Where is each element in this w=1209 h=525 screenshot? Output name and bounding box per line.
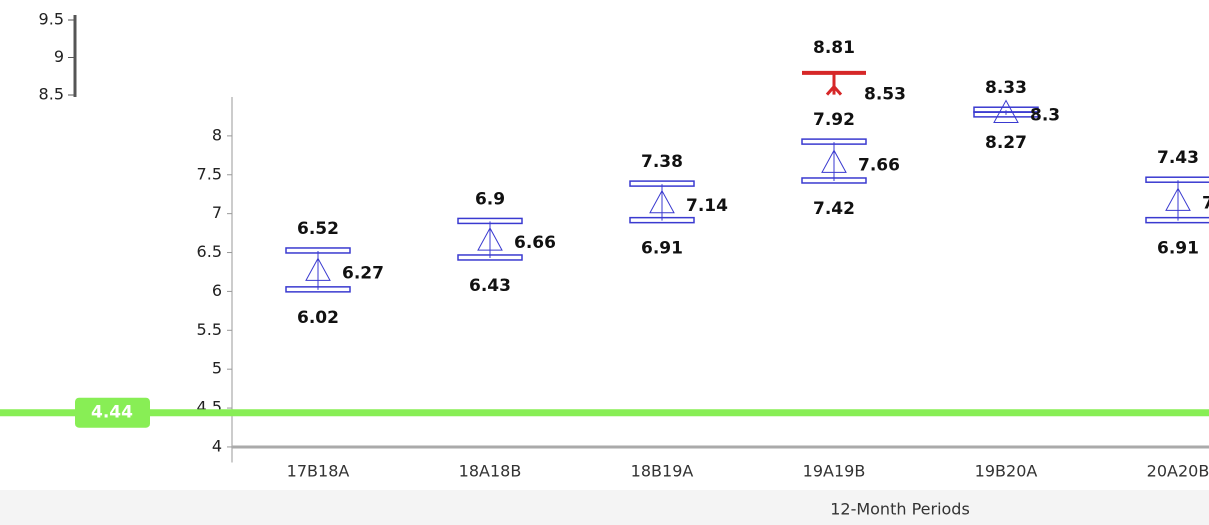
lower-label: 7.42	[813, 199, 855, 219]
lower-label: 6.91	[1157, 239, 1199, 259]
x-tick-label: 18A18B	[459, 462, 522, 481]
x-tick-label: 19A19B	[803, 462, 866, 481]
mean-marker	[993, 99, 1019, 124]
upper-label: 6.9	[475, 189, 505, 209]
flagged-upper-label: 8.81	[813, 38, 855, 58]
mean-label: 6.27	[342, 263, 384, 283]
y-tick-label: 8	[212, 125, 222, 144]
mean-marker	[477, 227, 503, 251]
x-tick-label: 18B19A	[631, 462, 694, 481]
upper-label: 6.52	[297, 219, 339, 239]
mean-marker	[649, 189, 675, 214]
flagged-mean	[825, 72, 843, 96]
upper-label: 7.92	[813, 110, 855, 130]
lower-label: 6.43	[469, 276, 511, 296]
footer-band	[0, 490, 1209, 525]
mean-marker	[305, 257, 331, 281]
x-tick-label: 17B18A	[287, 462, 350, 481]
lower-label: 6.91	[641, 239, 683, 259]
upper-label: 7.38	[641, 152, 683, 172]
upper-label: 7.43	[1157, 148, 1199, 168]
mean-label: 7.17	[1202, 193, 1209, 213]
mean-label: 7.14	[686, 196, 728, 216]
mean-label: 8.3	[1030, 106, 1060, 126]
lower-label: 8.27	[985, 133, 1027, 153]
x-tick-label: 19B20A	[975, 462, 1038, 481]
mean-marker	[821, 149, 847, 173]
y-tick-label: 6	[212, 281, 222, 300]
inset-tick-label: 9.5	[39, 10, 64, 29]
mean-label: 6.66	[514, 233, 556, 253]
y-tick-label: 5.5	[197, 320, 222, 339]
y-tick-label: 5	[212, 359, 222, 378]
mean-marker	[1165, 187, 1191, 211]
mean-label: 7.66	[858, 155, 900, 175]
x-axis-label: 12-Month Periods	[830, 500, 970, 519]
inset-tick-label: 9	[54, 47, 64, 66]
y-tick-label: 4	[212, 436, 222, 455]
x-tick-label: 20A20B	[1147, 462, 1209, 481]
lower-label: 6.02	[297, 308, 339, 328]
y-tick-label: 6.5	[197, 242, 222, 261]
reference-badge	[75, 397, 150, 428]
reference-label: 4.44	[91, 403, 133, 423]
y-tick-label: 7.5	[197, 164, 222, 183]
inset-tick-label: 8.5	[39, 85, 64, 104]
upper-label: 8.33	[985, 78, 1027, 98]
y-tick-label: 7	[212, 203, 222, 222]
flagged-mean-label: 8.53	[864, 85, 906, 105]
